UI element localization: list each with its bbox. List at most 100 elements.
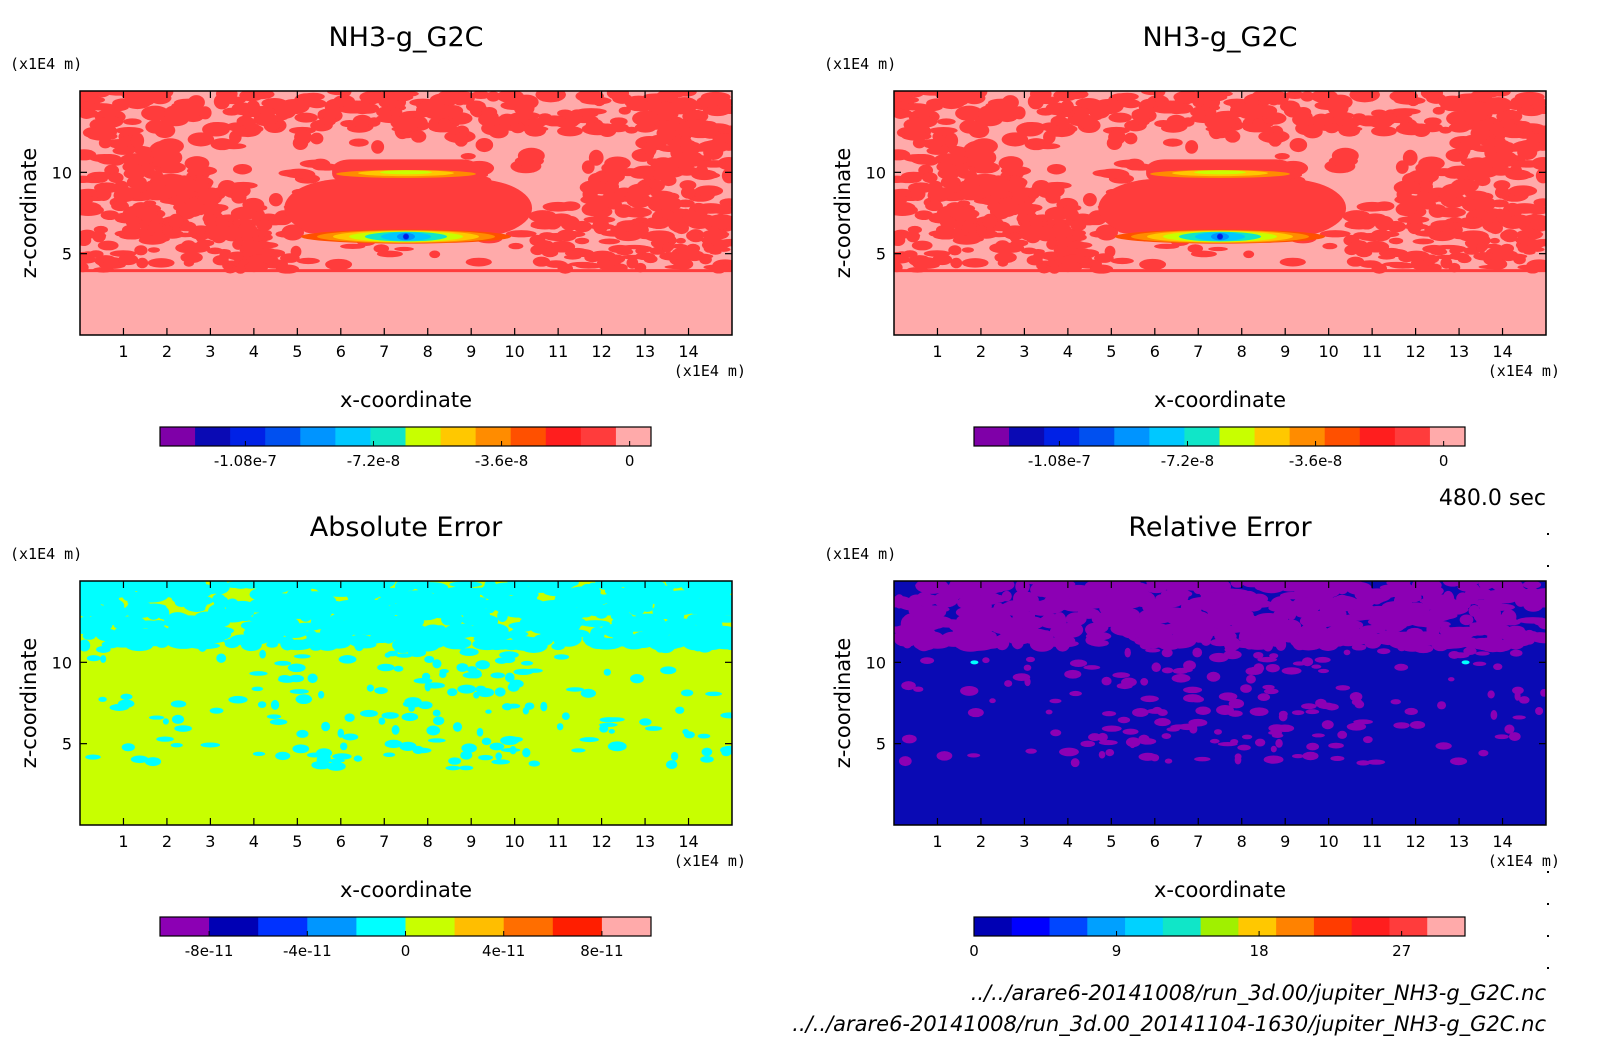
colorbar-swatch (265, 427, 301, 446)
colorbar-swatch (209, 917, 259, 936)
x-tick-label: 13 (635, 832, 655, 851)
x-tick-label: 5 (292, 342, 302, 361)
colorbar-swatch (1219, 427, 1256, 446)
colorbar-swatch (545, 427, 582, 446)
colorbar-swatch (160, 427, 196, 446)
x-tick-label: 4 (249, 342, 259, 361)
x-tick-label: 10 (504, 832, 524, 851)
x-tick-label: 2 (162, 832, 172, 851)
x-tick-label: 14 (678, 832, 698, 851)
x-tick-label: 7 (1193, 342, 1203, 361)
x-tick-label: 9 (466, 832, 476, 851)
x-tick-label: 12 (591, 342, 611, 361)
colorbar-label: -1.08e-7 (214, 452, 277, 470)
colorbar-label: 4e-11 (482, 942, 525, 960)
colorbar-label: 27 (1392, 942, 1411, 960)
x-tick-label: 8 (1237, 342, 1247, 361)
colorbar-swatch (300, 427, 336, 446)
x-tick-label: 8 (423, 342, 433, 361)
plot-frame (79, 90, 733, 336)
colorbar-swatch (1313, 917, 1353, 936)
colorbar-swatch (1200, 917, 1239, 936)
colorbar-swatch (510, 427, 547, 446)
chart-title: NH3-g_G2C (328, 22, 483, 53)
x-tick-label: 2 (976, 832, 986, 851)
chart-title: NH3-g_G2C (1142, 22, 1297, 53)
colorbar-swatch (356, 917, 406, 936)
colorbar-swatch (1049, 917, 1088, 936)
x-tick-label: 1 (932, 342, 942, 361)
x-axis-label: x-coordinate (1154, 388, 1286, 412)
x-tick-label: 13 (635, 342, 655, 361)
y-tick-label: 5 (876, 245, 886, 264)
x-tick-label: 6 (1150, 832, 1160, 851)
colorbar-swatch (258, 917, 308, 936)
colorbar-swatch (1184, 427, 1220, 446)
x-tick-label: 2 (162, 342, 172, 361)
colorbar-swatch (307, 917, 357, 936)
y-tick-label: 5 (62, 245, 72, 264)
colorbar-label: 0 (625, 452, 635, 470)
x-tick-label: 4 (1063, 832, 1073, 851)
y-unit-label: (x1E4 m) (824, 545, 896, 563)
y-tick-label: 5 (62, 735, 72, 754)
colorbar-swatch (1427, 917, 1466, 936)
colorbar-swatch (1254, 427, 1291, 446)
colorbar-swatch (230, 427, 266, 446)
x-tick-label: 7 (379, 342, 389, 361)
colorbar-swatch (370, 427, 406, 446)
colorbar-label: 18 (1250, 942, 1269, 960)
x-unit-label: (x1E4 m) (674, 362, 746, 380)
x-tick-label: 4 (1063, 342, 1073, 361)
colorbar-swatch (1149, 427, 1185, 446)
colorbar-swatch (1359, 427, 1396, 446)
colorbar-label: 9 (1112, 942, 1122, 960)
x-tick-label: 6 (336, 342, 346, 361)
x-tick-label: 1 (118, 342, 128, 361)
dotted-margin-marks (1547, 533, 1549, 969)
colorbar-swatch (1162, 917, 1202, 936)
plot-frame (893, 580, 1547, 826)
file-path-2: ../../arare6-20141008/run_3d.00_20141104… (792, 1012, 1546, 1037)
y-axis-label: z-coordinate (831, 638, 855, 769)
y-axis-label: z-coordinate (17, 638, 41, 769)
x-tick-label: 1 (932, 832, 942, 851)
x-tick-label: 6 (1150, 342, 1160, 361)
plot-frame (79, 580, 733, 826)
y-unit-label: (x1E4 m) (10, 55, 82, 73)
x-axis-label: x-coordinate (340, 388, 472, 412)
y-tick-label: 10 (866, 163, 886, 182)
y-unit-label: (x1E4 m) (10, 545, 82, 563)
colorbar-label: 0 (969, 942, 979, 960)
heatmap-field-0 (80, 91, 732, 335)
x-tick-label: 12 (591, 832, 611, 851)
y-unit-label: (x1E4 m) (824, 55, 896, 73)
y-tick-label: 10 (866, 653, 886, 672)
colorbar-swatch (974, 917, 1013, 936)
x-tick-label: 10 (504, 342, 524, 361)
colorbar-label: 0 (401, 942, 411, 960)
x-tick-label: 14 (1492, 832, 1512, 851)
x-tick-label: 9 (1280, 832, 1290, 851)
colorbar-swatch (1324, 427, 1361, 446)
colorbar-swatch (1289, 427, 1326, 446)
x-tick-label: 9 (466, 342, 476, 361)
file-path-1: ../../arare6-20141008/run_3d.00/jupiter_… (971, 981, 1547, 1006)
colorbar-frame (973, 426, 1466, 447)
x-tick-label: 14 (678, 342, 698, 361)
time-label: 480.0 sec (1439, 486, 1546, 511)
x-tick-label: 11 (548, 832, 568, 851)
colorbar-label: -8e-11 (185, 942, 234, 960)
colorbar-swatch (1351, 917, 1390, 936)
colorbar-swatch (552, 917, 603, 936)
x-tick-label: 12 (1405, 342, 1425, 361)
x-tick-label: 2 (976, 342, 986, 361)
y-tick-label: 5 (876, 735, 886, 754)
colorbar-swatch (1044, 427, 1080, 446)
colorbar-swatch (1079, 427, 1115, 446)
colorbar-swatch (974, 427, 1010, 446)
colorbar-swatch (615, 427, 652, 446)
x-tick-label: 3 (205, 342, 215, 361)
x-tick-label: 9 (1280, 342, 1290, 361)
x-tick-label: 10 (1318, 342, 1338, 361)
